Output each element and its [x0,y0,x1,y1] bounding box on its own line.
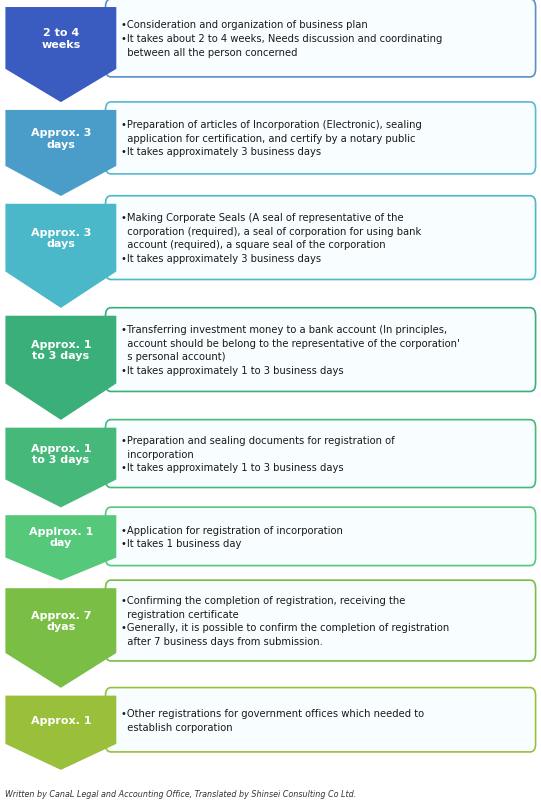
Text: Approx. 1
to 3 days: Approx. 1 to 3 days [31,339,91,361]
FancyBboxPatch shape [105,581,536,661]
FancyBboxPatch shape [105,0,536,78]
Text: Applrox. 1
day: Applrox. 1 day [29,526,93,548]
Text: •Transferring investment money to a bank account (In principles,
  account shoul: •Transferring investment money to a bank… [121,325,459,375]
Text: •Application for registration of incorporation
•It takes 1 business day: •Application for registration of incorpo… [121,525,342,549]
Text: •Preparation and sealing documents for registration of
  incorporation
•It takes: •Preparation and sealing documents for r… [121,435,394,472]
Polygon shape [5,8,116,103]
Text: Approx. 1: Approx. 1 [31,715,91,725]
Text: Approx. 3
days: Approx. 3 days [31,228,91,249]
Polygon shape [5,428,116,508]
Text: Approx. 3
days: Approx. 3 days [31,128,91,149]
Text: •Preparation of articles of Incorporation (Electronic), sealing
  application fo: •Preparation of articles of Incorporatio… [121,120,421,157]
Text: •Other registrations for government offices which needed to
  establish corporat: •Other registrations for government offi… [121,708,424,731]
Text: Written by CanaL Legal and Accounting Office, Translated by Shinsei Consulting C: Written by CanaL Legal and Accounting Of… [5,789,357,798]
Text: •Confirming the completion of registration, receiving the
  registration certifi: •Confirming the completion of registrati… [121,595,449,646]
Polygon shape [5,696,116,770]
Text: •Consideration and organization of business plan
•It takes about 2 to 4 weeks, N: •Consideration and organization of busin… [121,20,442,58]
FancyBboxPatch shape [105,308,536,392]
FancyBboxPatch shape [105,103,536,175]
Text: Approx. 1
to 3 days: Approx. 1 to 3 days [31,444,91,465]
FancyBboxPatch shape [105,420,536,488]
FancyBboxPatch shape [105,508,536,566]
FancyBboxPatch shape [105,196,536,280]
Text: Approx. 7
dyas: Approx. 7 dyas [31,610,91,631]
Text: •Making Corporate Seals (A seal of representative of the
  corporation (required: •Making Corporate Seals (A seal of repre… [121,213,421,264]
Text: 2 to 4
weeks: 2 to 4 weeks [41,28,81,50]
FancyBboxPatch shape [105,688,536,752]
Polygon shape [5,589,116,688]
Polygon shape [5,111,116,196]
Polygon shape [5,205,116,309]
Polygon shape [5,316,116,420]
Polygon shape [5,516,116,581]
